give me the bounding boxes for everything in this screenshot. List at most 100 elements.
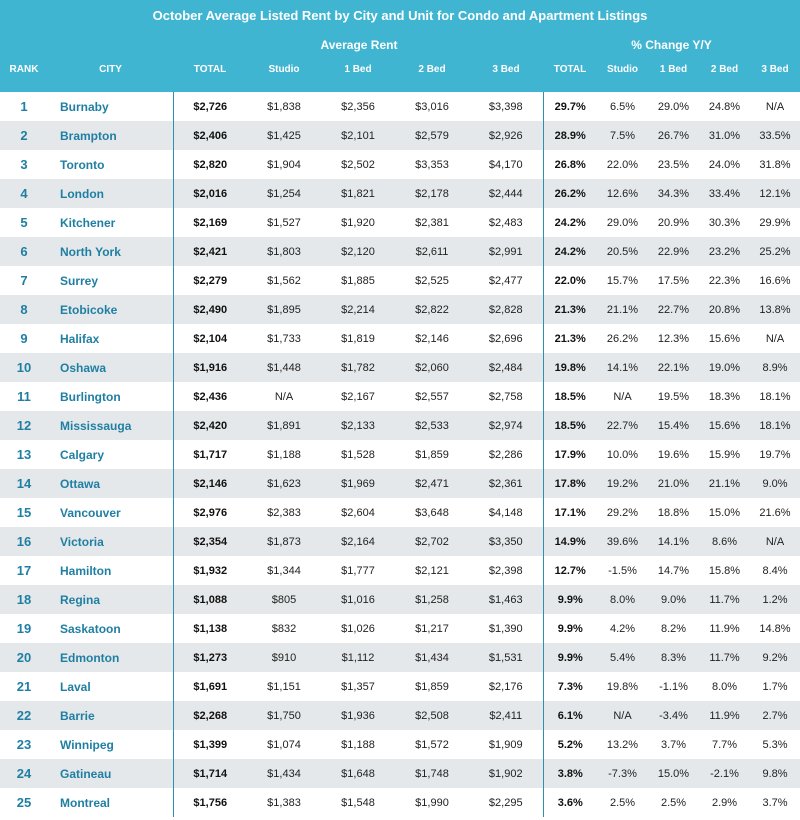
cell-3bed-rent: $2,477 (469, 266, 544, 295)
cell-2bed-rent: $2,381 (415, 216, 449, 229)
cell-city: Ottawa (48, 469, 174, 498)
cell-2bed-rent: $2,533 (395, 411, 469, 440)
cell-total-rent: $2,490 (173, 295, 247, 324)
cell-3bed-change: 14.8% (759, 622, 791, 635)
cell-studio-change: N/A (613, 390, 632, 403)
cell-1bed-change: 20.9% (657, 216, 690, 229)
cell-total-change: 24.2% (543, 237, 597, 266)
cell-studio-rent: $1,188 (267, 448, 301, 461)
cell-1bed-change: 3.7% (660, 738, 687, 751)
cell-2bed-rent: $3,016 (415, 100, 449, 113)
cell-city: Toronto (48, 150, 174, 179)
cell-2bed-change: 31.0% (699, 121, 750, 150)
cell-2bed-rent: $1,859 (415, 448, 449, 461)
table-row: 8 Etobicoke $2,490 $1,895 $2,214 $2,822 $2,828… (0, 295, 800, 324)
cell-studio-rent: $910 (247, 643, 321, 672)
cell-2bed-change: 8.0% (711, 680, 738, 693)
cell-1bed-change: 29.0% (657, 100, 690, 113)
cell-total-change: 22.0% (554, 274, 586, 287)
cell-city: Brampton (48, 121, 174, 150)
cell-studio-change: 13.2% (606, 738, 639, 751)
cell-3bed-change: 16.6% (759, 274, 791, 287)
cell-1bed-rent: $1,112 (321, 643, 395, 672)
cell-2bed-rent: $2,146 (415, 332, 449, 345)
cell-3bed-rent: $2,926 (469, 121, 544, 150)
cell-studio-rent: $832 (271, 622, 297, 635)
cell-city: Vancouver (48, 498, 174, 527)
cell-3bed-rent: $2,991 (469, 237, 544, 266)
cell-studio-change: 29.2% (606, 506, 639, 519)
cell-2bed-rent: $2,508 (395, 701, 469, 730)
cell-city: London (48, 179, 174, 208)
cell-3bed-change: 3.7% (762, 796, 788, 809)
cell-total-change: 12.7% (554, 564, 586, 577)
cell-3bed-change: 33.5% (750, 121, 800, 150)
table-row: 9 Halifax $2,104 $1,733 $1,819 $2,146 $2,696 21… (0, 324, 800, 353)
cell-2bed-change: 8.6% (699, 527, 750, 556)
cell-city: Gatineau (48, 759, 174, 788)
table-row: 6 North York $2,421 $1,803 $2,120 $2,611 $2,99… (0, 237, 800, 266)
cell-3bed-rent: $1,390 (469, 614, 544, 643)
cell-3bed-rent: $2,444 (469, 179, 544, 208)
cell-1bed-change: 22.1% (648, 353, 699, 382)
cell-3bed-change: 1.2% (750, 585, 800, 614)
cell-city: Kitchener (48, 208, 174, 237)
cell-3bed-rent: $4,148 (469, 498, 544, 527)
cell-total-rent: $2,016 (173, 179, 247, 208)
cell-studio-rent: $1,895 (247, 295, 321, 324)
cell-3bed-change: 25.2% (750, 237, 800, 266)
cell-1bed-rent: $1,969 (321, 469, 395, 498)
cell-studio-rent: $1,873 (247, 527, 321, 556)
cell-3bed-rent: $1,902 (469, 759, 544, 788)
cell-total-rent: $2,279 (193, 274, 228, 287)
col-header-studio-change: Studio (606, 64, 639, 75)
cell-3bed-rent: $2,361 (469, 469, 544, 498)
cell-total-rent: $2,421 (173, 237, 247, 266)
cell-2bed-change: 33.4% (699, 179, 750, 208)
cell-rank: 10 (0, 353, 48, 382)
table-row: 20 Edmonton $1,273 $910 $1,112 $1,434 $1,531 9.… (0, 643, 800, 672)
table-row: 13 Calgary $1,717 $1,188 $1,528 $1,859 $2,286 1… (0, 440, 800, 469)
cell-2bed-change: 18.3% (708, 390, 741, 403)
cell-studio-rent: $1,448 (247, 353, 321, 382)
cell-rank: 8 (0, 295, 48, 324)
cell-2bed-rent: $2,121 (415, 564, 449, 577)
cell-3bed-rent: $1,463 (469, 585, 544, 614)
table-header: October Average Listed Rent by City and … (0, 0, 800, 92)
cell-total-change: 28.9% (543, 121, 597, 150)
cell-total-rent: $2,169 (193, 216, 228, 229)
cell-3bed-rent: $2,295 (469, 788, 544, 817)
cell-1bed-change: 15.4% (648, 411, 699, 440)
cell-1bed-change: 12.3% (657, 332, 690, 345)
cell-rank: 25 (16, 795, 32, 810)
cell-studio-change: 14.1% (597, 353, 648, 382)
cell-2bed-rent: $1,434 (395, 643, 469, 672)
cell-total-change: 14.9% (543, 527, 597, 556)
cell-3bed-change: 8.4% (762, 564, 788, 577)
cell-total-change: 17.8% (543, 469, 597, 498)
cell-1bed-rent: $2,133 (321, 411, 395, 440)
cell-total-rent: $2,146 (173, 469, 247, 498)
cell-city: Laval (48, 672, 174, 701)
cell-3bed-rent: $2,696 (469, 324, 544, 353)
cell-3bed-change: 1.7% (762, 680, 788, 693)
average-rent-group-label: Average Rent (320, 38, 398, 52)
cell-studio-change: 5.4% (597, 643, 648, 672)
cell-3bed-change: 18.1% (759, 390, 791, 403)
cell-studio-change: 4.2% (609, 622, 636, 635)
table-row: 2 Brampton $2,406 $1,425 $2,101 $2,579 $2,926 2… (0, 121, 800, 150)
cell-total-change: 18.5% (554, 390, 586, 403)
col-header-studio-rent: Studio (268, 64, 300, 75)
table-row: 5 Kitchener $2,169 $1,527 $1,920 $2,381 $2,483… (0, 208, 800, 237)
cell-3bed-change: 21.6% (759, 506, 791, 519)
cell-2bed-change: 23.2% (699, 237, 750, 266)
table-row: 12 Mississauga $2,420 $1,891 $2,133 $2,533 $2,… (0, 411, 800, 440)
cell-city: Barrie (48, 701, 174, 730)
cell-studio-rent: $1,623 (247, 469, 321, 498)
cell-3bed-change: 9.0% (750, 469, 800, 498)
cell-3bed-rent: $3,350 (469, 527, 544, 556)
cell-total-rent: $1,138 (193, 622, 228, 635)
cell-studio-rent: $1,562 (267, 274, 301, 287)
cell-studio-rent: $1,838 (267, 100, 301, 113)
cell-1bed-change: 8.3% (648, 643, 699, 672)
